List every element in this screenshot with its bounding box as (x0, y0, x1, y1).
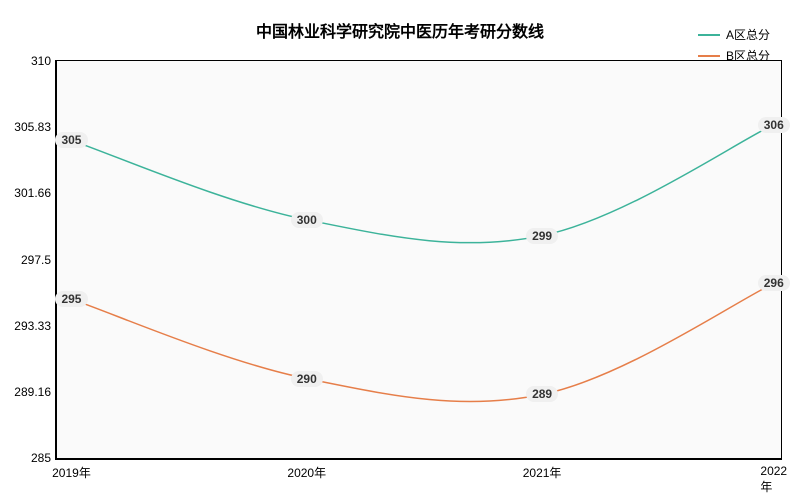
legend-swatch-a (698, 34, 720, 36)
data-point-label: 295 (55, 291, 87, 307)
y-axis-label: 301.66 (14, 186, 51, 200)
y-axis-label: 305.83 (14, 120, 51, 134)
legend-item-a: A区总分 (698, 26, 770, 43)
y-axis-label: 285 (31, 451, 51, 465)
x-axis-label: 2020年 (287, 464, 326, 481)
y-axis-label: 310 (31, 54, 51, 68)
chart-title: 中国林业科学研究院中医历年考研分数线 (256, 18, 544, 42)
y-axis-label: 289.16 (14, 385, 51, 399)
y-axis-label: 297.5 (21, 253, 51, 267)
line-paths (57, 61, 781, 458)
data-point-label: 305 (55, 132, 87, 148)
legend-label-a: A区总分 (726, 26, 770, 43)
data-point-label: 290 (291, 371, 323, 387)
chart-container: 中国林业科学研究院中医历年考研分数线 A区总分 B区总分 285289.1629… (0, 0, 800, 500)
data-point-label: 296 (758, 275, 790, 291)
plot-area: 285289.16293.33297.5301.66305.833102019年… (55, 60, 782, 460)
data-point-label: 306 (758, 117, 790, 133)
x-axis-label: 2019年 (52, 464, 91, 481)
x-axis-label: 2021年 (523, 464, 562, 481)
y-axis-label: 293.33 (14, 319, 51, 333)
x-axis-label: 2022年 (760, 464, 787, 495)
data-point-label: 289 (526, 386, 558, 402)
legend-swatch-b (698, 55, 720, 57)
data-point-label: 299 (526, 228, 558, 244)
data-point-label: 300 (291, 212, 323, 228)
